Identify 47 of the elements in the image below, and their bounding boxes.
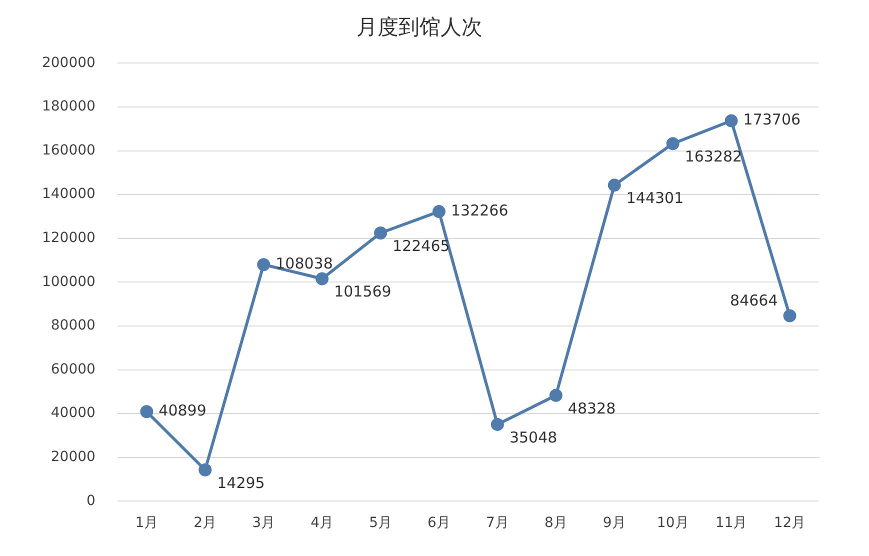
y-tick-label: 0 — [86, 492, 96, 509]
y-tick-label: 120000 — [42, 230, 96, 246]
y-tick-label: 60000 — [50, 361, 96, 378]
y-tick-label: 100000 — [42, 274, 96, 290]
point — [432, 205, 446, 218]
data-label: 173706 — [743, 110, 801, 129]
y-tick-label: 140000 — [42, 186, 96, 202]
x-tick-label: 3月 — [252, 515, 276, 532]
x-tick-label: 5月 — [369, 515, 392, 532]
data-label: 101569 — [334, 282, 392, 301]
y-tick-label: 80000 — [50, 318, 96, 334]
x-tick-label: 4月 — [310, 515, 334, 532]
x-tick-label: 11月 — [715, 515, 748, 532]
point — [140, 405, 154, 418]
y-tick-label: 180000 — [42, 98, 96, 115]
y-tick-label: 160000 — [42, 142, 96, 158]
x-tick-label: 2月 — [194, 515, 217, 532]
data-label: 132266 — [450, 201, 508, 220]
point — [198, 463, 212, 476]
point — [374, 226, 388, 240]
y-tick-label: 20000 — [50, 449, 96, 466]
chart-title: 月度到馆人次 — [356, 15, 482, 40]
point — [316, 272, 329, 286]
point — [608, 178, 621, 192]
data-label: 108038 — [276, 254, 333, 272]
x-tick-label: 8月 — [544, 515, 568, 532]
y-tick-label: 200000 — [42, 54, 96, 71]
x-tick-label: 10月 — [656, 515, 689, 532]
data-label: 48328 — [568, 399, 616, 418]
x-tick-label: 7月 — [486, 515, 509, 532]
point — [549, 388, 562, 402]
x-tick-label: 9月 — [602, 515, 626, 532]
x-tick-label: 12月 — [774, 515, 806, 532]
x-tick-label: 1月 — [135, 515, 158, 532]
data-label: 14295 — [217, 474, 265, 492]
y-tick-label: 40000 — [50, 405, 96, 422]
data-label: 35048 — [509, 428, 558, 446]
data-label: 40899 — [158, 402, 206, 420]
point — [724, 114, 738, 128]
point — [783, 309, 796, 322]
point — [257, 258, 270, 272]
point — [490, 418, 504, 431]
x-tick-label: 6月 — [428, 515, 450, 532]
data-label: 84664 — [730, 292, 778, 310]
data-label: 144301 — [626, 189, 684, 208]
point — [666, 137, 680, 150]
data-label: 163282 — [684, 148, 742, 166]
